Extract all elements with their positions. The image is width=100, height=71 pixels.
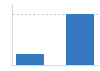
Bar [16,54,44,65]
Bar [66,14,94,65]
